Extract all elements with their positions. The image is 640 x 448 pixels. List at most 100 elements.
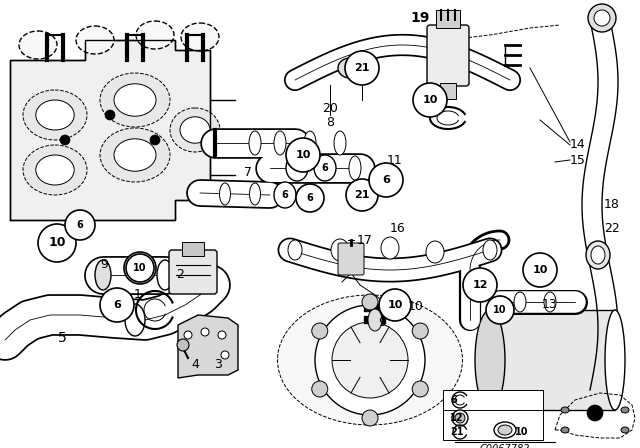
Text: 6: 6 bbox=[450, 395, 457, 405]
Circle shape bbox=[150, 135, 160, 145]
Text: 6: 6 bbox=[382, 175, 390, 185]
Circle shape bbox=[332, 322, 408, 398]
Ellipse shape bbox=[23, 90, 87, 140]
Text: 10: 10 bbox=[295, 150, 310, 160]
Text: 20: 20 bbox=[322, 102, 338, 115]
Ellipse shape bbox=[362, 294, 378, 310]
Ellipse shape bbox=[278, 295, 463, 425]
Circle shape bbox=[486, 296, 514, 324]
Ellipse shape bbox=[100, 73, 170, 127]
Polygon shape bbox=[178, 315, 238, 378]
Ellipse shape bbox=[331, 239, 349, 261]
Text: 21: 21 bbox=[355, 190, 370, 200]
Text: 10: 10 bbox=[408, 301, 424, 314]
Text: C0067782: C0067782 bbox=[480, 444, 531, 448]
Text: 22: 22 bbox=[604, 221, 620, 234]
Circle shape bbox=[345, 51, 379, 85]
Text: 16: 16 bbox=[390, 221, 406, 234]
FancyBboxPatch shape bbox=[169, 250, 217, 294]
Text: 21: 21 bbox=[355, 63, 370, 73]
Polygon shape bbox=[10, 40, 210, 220]
Ellipse shape bbox=[426, 241, 444, 263]
Text: 10: 10 bbox=[48, 237, 66, 250]
Ellipse shape bbox=[170, 108, 220, 152]
Text: 11: 11 bbox=[387, 154, 403, 167]
Text: 2: 2 bbox=[176, 268, 184, 281]
Text: 19: 19 bbox=[410, 11, 429, 25]
Text: 6: 6 bbox=[307, 193, 314, 203]
Text: 10: 10 bbox=[422, 95, 438, 105]
FancyBboxPatch shape bbox=[338, 243, 364, 275]
Bar bbox=[182, 242, 204, 256]
Ellipse shape bbox=[19, 31, 57, 59]
Text: 7: 7 bbox=[244, 165, 252, 178]
Ellipse shape bbox=[605, 310, 625, 410]
Text: 12: 12 bbox=[472, 280, 488, 290]
Circle shape bbox=[594, 10, 610, 26]
Circle shape bbox=[588, 4, 616, 32]
Circle shape bbox=[60, 135, 70, 145]
Ellipse shape bbox=[368, 309, 382, 331]
Circle shape bbox=[287, 139, 319, 171]
Ellipse shape bbox=[220, 183, 230, 205]
Ellipse shape bbox=[314, 155, 336, 181]
Text: 14: 14 bbox=[570, 138, 586, 151]
Text: 21: 21 bbox=[450, 427, 463, 437]
Ellipse shape bbox=[621, 407, 629, 413]
Text: 5: 5 bbox=[58, 331, 67, 345]
Ellipse shape bbox=[452, 410, 468, 426]
Text: 10: 10 bbox=[422, 95, 438, 105]
Circle shape bbox=[523, 253, 557, 287]
Circle shape bbox=[463, 268, 497, 302]
Circle shape bbox=[105, 110, 115, 120]
Text: 1: 1 bbox=[134, 289, 142, 302]
Ellipse shape bbox=[349, 156, 361, 180]
Ellipse shape bbox=[381, 237, 399, 259]
Ellipse shape bbox=[586, 241, 610, 269]
Circle shape bbox=[218, 331, 226, 339]
Ellipse shape bbox=[136, 21, 174, 49]
Ellipse shape bbox=[286, 155, 308, 181]
Text: 13: 13 bbox=[542, 298, 558, 311]
Text: 6: 6 bbox=[282, 190, 289, 200]
Ellipse shape bbox=[114, 84, 156, 116]
Bar bbox=[436, 10, 460, 28]
Bar bbox=[490, 310, 615, 410]
Bar bbox=[443, 390, 543, 440]
Circle shape bbox=[379, 289, 411, 321]
Ellipse shape bbox=[412, 323, 428, 339]
Ellipse shape bbox=[561, 407, 569, 413]
Text: 10: 10 bbox=[295, 150, 310, 160]
Ellipse shape bbox=[181, 23, 219, 51]
Ellipse shape bbox=[274, 182, 296, 208]
Ellipse shape bbox=[289, 156, 301, 180]
Ellipse shape bbox=[475, 310, 505, 410]
Circle shape bbox=[124, 252, 156, 284]
Ellipse shape bbox=[249, 131, 261, 155]
Ellipse shape bbox=[338, 58, 362, 78]
Circle shape bbox=[413, 83, 447, 117]
Text: 12: 12 bbox=[450, 413, 463, 423]
Ellipse shape bbox=[312, 323, 328, 339]
Circle shape bbox=[184, 331, 192, 339]
Circle shape bbox=[346, 179, 378, 211]
Ellipse shape bbox=[100, 128, 170, 182]
Ellipse shape bbox=[412, 381, 428, 397]
Circle shape bbox=[286, 138, 320, 172]
Text: 17: 17 bbox=[357, 233, 373, 246]
Text: 8: 8 bbox=[326, 116, 334, 129]
Ellipse shape bbox=[95, 260, 111, 290]
FancyBboxPatch shape bbox=[427, 25, 469, 86]
Text: 6: 6 bbox=[322, 163, 328, 173]
Circle shape bbox=[296, 184, 324, 212]
Ellipse shape bbox=[36, 100, 74, 130]
Text: 10: 10 bbox=[387, 300, 403, 310]
Ellipse shape bbox=[494, 422, 516, 438]
Text: 3: 3 bbox=[214, 358, 222, 371]
Circle shape bbox=[38, 224, 76, 262]
Ellipse shape bbox=[319, 156, 331, 180]
Text: 15: 15 bbox=[570, 154, 586, 167]
Circle shape bbox=[587, 405, 603, 421]
Circle shape bbox=[100, 288, 134, 322]
Circle shape bbox=[369, 163, 403, 197]
